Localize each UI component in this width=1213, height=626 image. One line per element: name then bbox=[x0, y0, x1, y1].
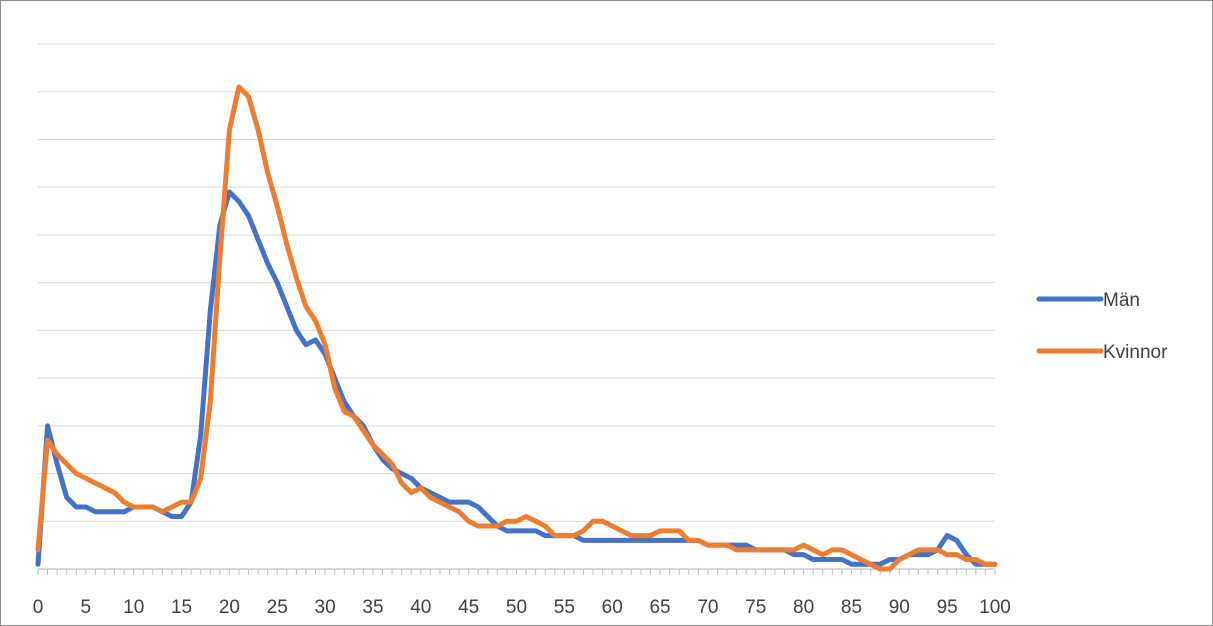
series-line-man bbox=[35, 189, 998, 567]
x-tick-label: 45 bbox=[458, 597, 479, 618]
x-tick-label: 15 bbox=[171, 597, 192, 618]
series-line-kvinnor bbox=[35, 84, 998, 572]
x-tick-label: 100 bbox=[979, 597, 1011, 618]
x-tick-label: 65 bbox=[649, 597, 670, 618]
x-tick-label: 30 bbox=[315, 597, 336, 618]
x-tick-label: 35 bbox=[362, 597, 383, 618]
x-tick-label: 90 bbox=[889, 597, 910, 618]
x-tick-label: 75 bbox=[745, 597, 766, 618]
x-tick-label: 20 bbox=[219, 597, 240, 618]
legend-label: Män bbox=[1103, 290, 1140, 311]
gridlines bbox=[38, 43, 995, 522]
x-tick-label: 10 bbox=[123, 597, 144, 618]
x-tick-label: 60 bbox=[602, 597, 623, 618]
x-tick-label: 95 bbox=[937, 597, 958, 618]
x-tick-label: 70 bbox=[697, 597, 718, 618]
x-tick-label: 25 bbox=[267, 597, 288, 618]
x-tick-label: 40 bbox=[410, 597, 431, 618]
legend: Män Kvinnor bbox=[1036, 290, 1168, 363]
x-tick-label: 85 bbox=[841, 597, 862, 618]
x-tick-label: 80 bbox=[793, 597, 814, 618]
x-tick-label: 55 bbox=[554, 597, 575, 618]
series-lines bbox=[35, 84, 998, 572]
x-tick-label: 5 bbox=[81, 597, 92, 618]
x-tick-label: 50 bbox=[506, 597, 527, 618]
legend-label: Kvinnor bbox=[1103, 342, 1168, 363]
x-axis: 0 5 10 15 20 25 30 35 40 45 50 55 60 65 70 75 80 85 90 95 10… bbox=[33, 568, 1011, 618]
x-tick-label: 0 bbox=[33, 597, 44, 618]
